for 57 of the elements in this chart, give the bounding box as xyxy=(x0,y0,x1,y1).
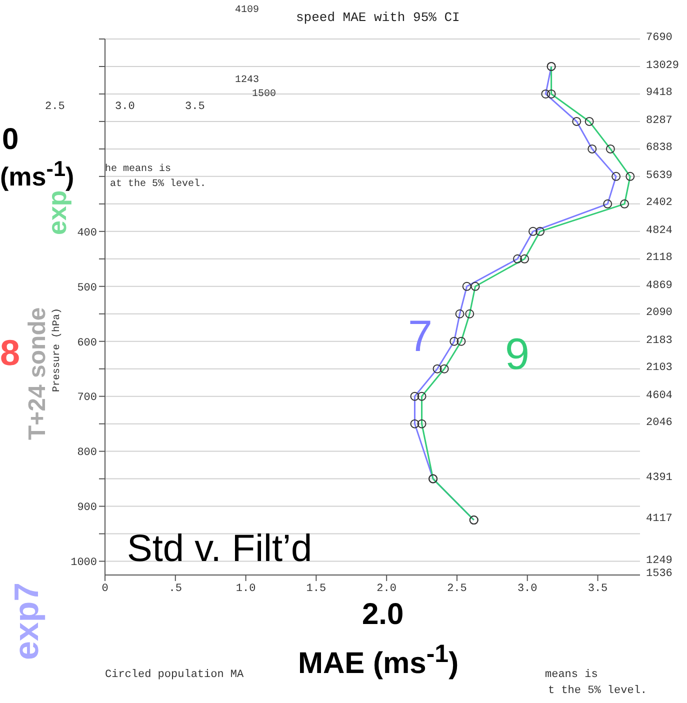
text: 5639 xyxy=(646,170,672,182)
x-tick-label: 3.0 xyxy=(517,582,538,595)
annotation: 1500 xyxy=(252,89,276,100)
text: 7690 xyxy=(646,32,672,44)
text: 2402 xyxy=(646,197,672,209)
text: t the 5% level. xyxy=(548,685,648,697)
text: Circled population MA xyxy=(105,669,244,681)
text: means is xyxy=(545,669,598,681)
text: 2118 xyxy=(646,252,672,264)
text: 8287 xyxy=(646,115,672,127)
text: 13029 xyxy=(646,60,680,72)
x-tick-label: .5 xyxy=(168,582,182,595)
x-tick-label: 1.0 xyxy=(236,582,256,595)
annotation: 3.0 xyxy=(115,101,135,113)
text: 8 xyxy=(0,332,20,373)
text: 9418 xyxy=(646,87,672,99)
x-tick-label: 1.5 xyxy=(306,582,326,595)
x-tick-label: 0 xyxy=(102,582,108,595)
text: 2183 xyxy=(646,335,672,347)
text: 4604 xyxy=(646,390,672,402)
y-tick-label: 600 xyxy=(77,337,97,350)
x-axis-title: MAE (ms$^{-1}$) xyxy=(298,640,459,681)
annotation: 1243 xyxy=(235,75,260,86)
text: 6838 xyxy=(646,142,672,154)
text: 4117 xyxy=(646,513,672,525)
text: 4824 xyxy=(646,225,672,237)
y-tick-label: 500 xyxy=(77,282,97,294)
text: 2103 xyxy=(646,362,672,374)
text: (ms$^{-1}$) xyxy=(0,156,74,192)
text: 1536 xyxy=(646,568,672,580)
text: 2.5 xyxy=(45,101,65,113)
chart-title: speed MAE with 95% CI xyxy=(296,10,460,25)
text: 1249 xyxy=(646,555,672,567)
text: 2046 xyxy=(646,417,672,429)
text: 4109 xyxy=(235,5,260,16)
series-label: 9 xyxy=(505,330,530,380)
y-tick-label: 800 xyxy=(77,447,97,460)
x-tick-label: 2.5 xyxy=(447,582,467,595)
annotation: 3.5 xyxy=(185,101,205,113)
y-tick-label: 400 xyxy=(77,227,97,240)
text: 0 xyxy=(2,123,19,156)
series-label: 7 xyxy=(408,312,432,362)
y-tick-label: 900 xyxy=(77,502,97,514)
text: exp xyxy=(42,190,72,235)
text: T+24 sonde xyxy=(24,307,51,440)
y-axis-title: Pressure (hPa) xyxy=(52,307,63,394)
text: 2090 xyxy=(646,307,672,319)
y-tick-label: 1000 xyxy=(70,557,97,570)
text: 4869 xyxy=(646,280,672,292)
y-tick-label: 700 xyxy=(77,392,97,404)
annotation: Std v. Filt’d xyxy=(127,528,312,570)
annotation: he means is xyxy=(105,164,172,175)
text: 4391 xyxy=(646,472,672,484)
annotation: at the 5% level. xyxy=(110,179,206,190)
x-tick-label: 3.5 xyxy=(588,582,608,595)
x-tick-label: 2.0 xyxy=(376,582,396,595)
text: exp7 xyxy=(8,582,46,660)
